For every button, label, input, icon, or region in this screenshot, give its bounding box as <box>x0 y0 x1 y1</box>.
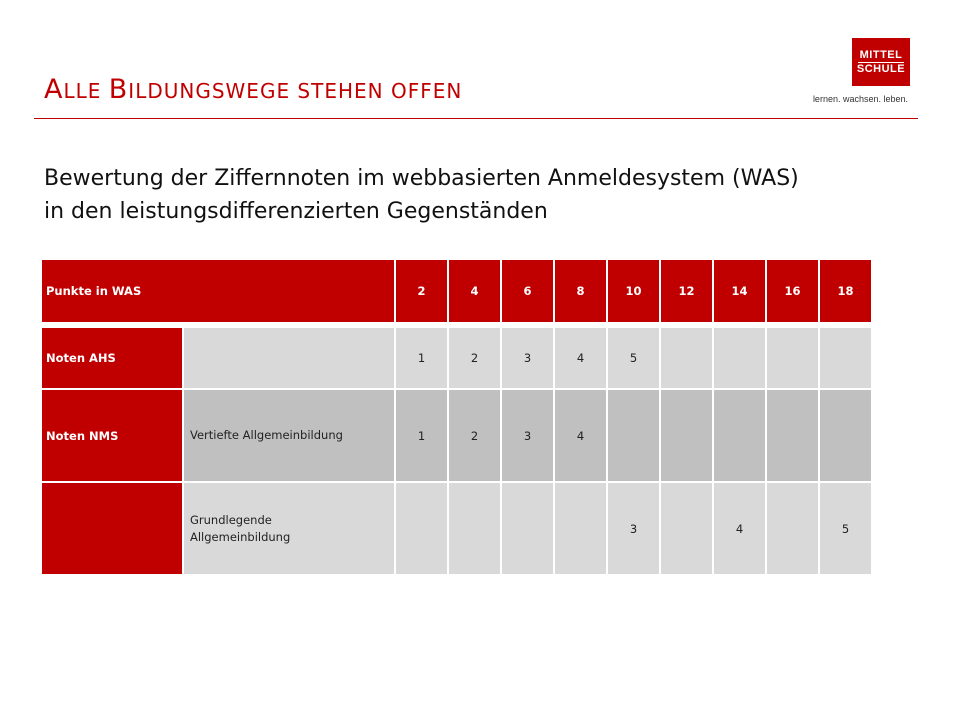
table-header-row: Punkte in WAS 2 4 6 8 10 12 14 16 18 <box>42 260 871 322</box>
grade-cell: 3 <box>502 390 553 481</box>
grade-cell: 2 <box>449 328 500 388</box>
grade-cell: 3 <box>608 483 659 574</box>
grade-cell: 3 <box>502 328 553 388</box>
mittelschule-logo: MITTEL SCHULE lernen. wachsen. leben. <box>808 38 910 108</box>
grade-cell: 4 <box>714 483 765 574</box>
grade-cell <box>449 483 500 574</box>
table-row: Noten AHS 1 2 3 4 5 <box>42 328 871 388</box>
grade-cell: 1 <box>396 390 447 481</box>
row-label-cell <box>42 483 182 574</box>
points-cell: 16 <box>767 260 818 322</box>
grade-cell <box>767 390 818 481</box>
logo-line2: SCHULE <box>856 63 906 75</box>
grades-table: Punkte in WAS 2 4 6 8 10 12 14 16 18 Not… <box>40 258 873 576</box>
grade-cell: 5 <box>820 483 871 574</box>
grade-cell <box>767 483 818 574</box>
row-desc-text: Grundlegende Allgemeinbildung <box>190 512 291 544</box>
grade-cell <box>661 390 712 481</box>
logo-box: MITTEL SCHULE <box>852 38 910 86</box>
points-cell: 4 <box>449 260 500 322</box>
subtitle: Bewertung der Ziffernnoten im webbasiert… <box>44 162 904 228</box>
points-cell: 6 <box>502 260 553 322</box>
table-row: Grundlegende Allgemeinbildung 3 4 5 <box>42 483 871 574</box>
grade-cell <box>555 483 606 574</box>
subtitle-line-2: in den leistungsdifferenzierten Gegenstä… <box>44 199 548 224</box>
grade-cell <box>396 483 447 574</box>
grade-cell <box>661 483 712 574</box>
grade-cell <box>820 328 871 388</box>
points-cell: 2 <box>396 260 447 322</box>
title-part: A <box>44 74 64 105</box>
logo-line1: MITTEL <box>859 49 903 61</box>
row-desc-cell: Grundlegende Allgemeinbildung <box>184 483 394 574</box>
title-divider <box>34 118 918 119</box>
points-cell: 12 <box>661 260 712 322</box>
title-part: B <box>108 74 129 105</box>
grade-cell: 2 <box>449 390 500 481</box>
points-cell: 18 <box>820 260 871 322</box>
logo-tagline: lernen. wachsen. leben. <box>812 94 908 104</box>
grade-cell <box>502 483 553 574</box>
grade-cell: 5 <box>608 328 659 388</box>
grade-cell <box>820 390 871 481</box>
table-spacer <box>42 324 871 326</box>
title-part: ILDUNGSWEGE STEHEN OFFEN <box>128 79 463 103</box>
points-cell: 14 <box>714 260 765 322</box>
row-label-cell: Noten NMS <box>42 390 182 481</box>
grade-cell: 4 <box>555 328 606 388</box>
slide-title: ALLE BILDUNGSWEGE STEHEN OFFEN <box>44 74 462 105</box>
logo-divider <box>858 62 904 63</box>
grade-cell <box>661 328 712 388</box>
subtitle-line-1: Bewertung der Ziffernnoten im webbasiert… <box>44 166 799 191</box>
row-label-cell: Noten AHS <box>42 328 182 388</box>
grade-cell <box>608 390 659 481</box>
points-cell: 8 <box>555 260 606 322</box>
points-cell: 10 <box>608 260 659 322</box>
grade-cell <box>767 328 818 388</box>
row-desc-cell <box>184 328 394 388</box>
grade-cell: 4 <box>555 390 606 481</box>
grade-cell: 1 <box>396 328 447 388</box>
grade-cell <box>714 328 765 388</box>
row-desc-cell: Vertiefte Allgemeinbildung <box>184 390 394 481</box>
header-label-cell: Punkte in WAS <box>42 260 394 322</box>
table-row: Noten NMS Vertiefte Allgemeinbildung 1 2… <box>42 390 871 481</box>
grade-cell <box>714 390 765 481</box>
title-part: LLE <box>63 79 109 103</box>
